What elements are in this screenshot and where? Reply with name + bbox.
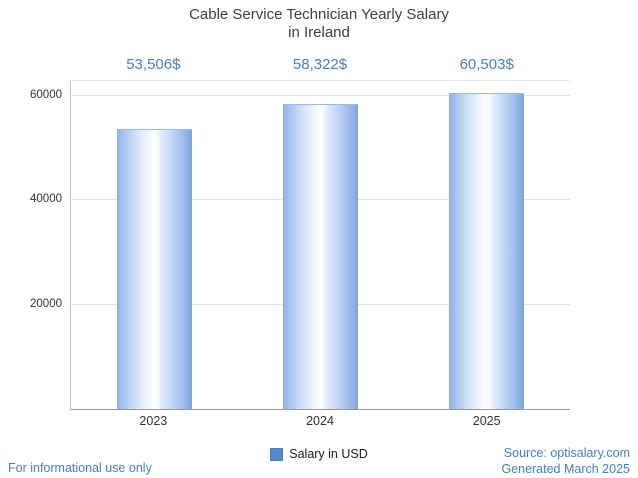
y-tick-label: 60000 — [30, 89, 62, 102]
legend: Salary in USD — [0, 447, 638, 461]
x-axis-label-2023: 2023 — [139, 414, 168, 428]
chart-title-line2: in Ireland — [288, 24, 350, 41]
bar — [282, 103, 358, 409]
bar-slot-2023 — [71, 81, 237, 409]
bar-value-label-2023: 53,506$ — [126, 56, 181, 73]
bars-row — [71, 81, 570, 409]
x-axis-label-2025: 2025 — [472, 414, 501, 428]
footer-attribution: Source: optisalary.com Generated March 2… — [501, 445, 630, 477]
footer-source: Source: optisalary.com — [503, 446, 630, 460]
bar-value-labels: 53,506$ 58,322$ 60,503$ — [70, 56, 570, 73]
legend-swatch-icon — [270, 447, 284, 461]
bar — [449, 92, 525, 409]
bar-slot-2024 — [237, 81, 403, 409]
x-axis-labels: 2023 2024 2025 — [70, 414, 570, 428]
gridline — [71, 95, 570, 97]
bar-value-label-2024: 58,322$ — [292, 56, 348, 73]
legend-label: Salary in USD — [289, 447, 368, 461]
y-axis-tick-labels: 20000 40000 60000 — [0, 80, 62, 408]
plot-area — [70, 80, 570, 410]
x-axis-label-2024: 2024 — [306, 414, 334, 428]
bar — [116, 129, 192, 409]
footer-disclaimer: For informational use only — [8, 461, 152, 475]
chart-title: Cable Service Technician Yearly Salary i… — [0, 6, 638, 42]
bar-slot-2025 — [404, 81, 570, 409]
y-tick-label: 40000 — [30, 193, 62, 206]
footer-generated-date: Generated March 2025 — [501, 462, 630, 476]
chart-title-line1: Cable Service Technician Yearly Salary — [189, 6, 449, 23]
bar-value-label-2025: 60,503$ — [459, 56, 514, 73]
y-tick-label: 20000 — [30, 297, 62, 310]
